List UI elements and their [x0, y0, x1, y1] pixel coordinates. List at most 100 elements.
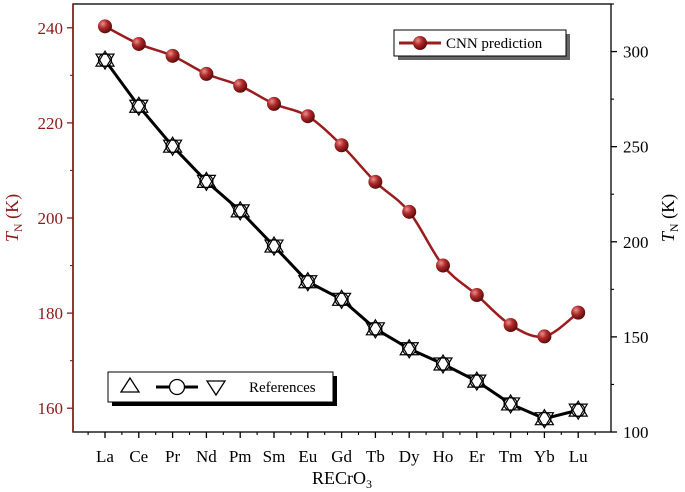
right-tick-label: 200	[623, 233, 649, 252]
references-triangle-down-marker	[128, 99, 149, 117]
references-triangle-up-marker	[196, 171, 217, 188]
x-tick-label: Gd	[331, 447, 352, 466]
references-circle-marker	[571, 403, 586, 418]
right-axis-ticks: 100 150 200 250 300	[611, 3, 649, 442]
references-circle-marker	[334, 292, 349, 307]
cnn-prediction-marker	[469, 288, 484, 303]
cnn-prediction-marker	[571, 305, 586, 320]
x-tick-label: Dy	[399, 447, 420, 466]
legend-references: References	[107, 371, 337, 406]
left-axis-title-subscript: N	[11, 223, 25, 232]
x-tick-label: Ho	[433, 447, 454, 466]
references-triangle-up-marker	[399, 338, 420, 356]
cnn-prediction-marker	[98, 19, 112, 34]
legend-cnn: CNN prediction	[393, 29, 570, 60]
cnn-prediction-marker	[300, 109, 315, 124]
cnn-prediction-marker	[537, 329, 552, 344]
references-triangle-up-marker	[297, 271, 318, 289]
references-triangle-up-marker	[466, 370, 487, 388]
x-tick-label: Ce	[129, 447, 148, 466]
references-triangle-down-marker	[297, 275, 318, 292]
references-triangle-down-marker	[196, 174, 217, 192]
right-tick-label: 250	[623, 138, 649, 157]
x-axis-title-subscript: 3	[366, 477, 372, 491]
references-triangle-down-marker	[263, 239, 285, 257]
left-tick-label: 180	[38, 304, 64, 323]
x-tick-label: Tm	[499, 447, 523, 466]
references-circle-marker	[165, 139, 180, 154]
references-triangle-up-marker	[94, 49, 116, 67]
references-circle-marker	[266, 238, 282, 254]
references-circle-marker	[300, 274, 315, 289]
cnn-prediction-marker	[503, 318, 518, 332]
cnn-prediction-marker	[233, 78, 248, 93]
references-circle-marker	[368, 321, 383, 336]
references-triangle-up-marker	[500, 393, 521, 411]
references-triangle-down-marker	[534, 412, 555, 429]
references-triangle-down-marker	[331, 292, 352, 310]
left-axis-ticks: 160 180 200 220 240	[38, 19, 73, 418]
references-circle-marker	[199, 174, 214, 189]
references-triangle-down-marker	[230, 204, 251, 222]
right-axis-title-symbol: T	[658, 230, 678, 242]
references-triangle-down-marker	[432, 357, 454, 375]
cnn-prediction-marker	[199, 66, 214, 81]
references-circle-marker	[469, 374, 484, 389]
left-axis-title-symbol: T	[2, 230, 22, 242]
references-triangle-down-marker	[365, 322, 386, 339]
left-tick-label: 220	[38, 114, 64, 133]
cnn-prediction-series	[98, 19, 586, 344]
references-circle-marker	[537, 411, 552, 426]
x-tick-label: Sm	[263, 447, 286, 466]
plot-frame	[72, 3, 612, 433]
references-triangle-down-marker	[399, 342, 420, 359]
references-triangle-up-marker	[331, 289, 352, 306]
legend-triangle-down-marker	[205, 380, 227, 397]
references-line	[103, 59, 579, 421]
left-tick-label: 200	[38, 209, 64, 228]
references-triangle-up-marker	[432, 353, 454, 371]
references-circle-marker	[233, 203, 248, 218]
x-tick-label: La	[96, 447, 114, 466]
references-triangle-down-marker	[162, 139, 183, 157]
references-triangle-up-marker	[128, 96, 149, 113]
left-axis-title-unit: (K)	[2, 194, 23, 224]
legend-triangle-up-marker	[119, 376, 141, 393]
left-axis-title: TN (K)	[2, 194, 25, 242]
references-circle-marker	[402, 341, 417, 356]
references-triangle-up-marker	[365, 318, 386, 336]
references-triangle-up-marker	[568, 399, 589, 417]
references-triangle-up-marker	[162, 136, 183, 153]
legend-circle-marker	[168, 378, 186, 396]
references-triangle-down-marker	[466, 374, 487, 392]
x-tick-label: Pm	[229, 447, 252, 466]
right-axis-title: TN (K)	[658, 194, 681, 242]
references-triangle-up-marker	[230, 200, 251, 218]
left-tick-label: 160	[38, 399, 64, 418]
cnn-prediction-marker	[267, 96, 281, 111]
right-tick-label: 100	[623, 423, 649, 442]
right-axis-title-unit: (K)	[658, 194, 679, 224]
x-axis-title-base: RECrO	[312, 468, 366, 488]
right-tick-label: 150	[623, 328, 649, 347]
references-circle-marker	[97, 53, 113, 68]
x-tick-label: Tb	[366, 447, 385, 466]
x-axis-title: RECrO3	[312, 468, 372, 491]
x-tick-label: Nd	[196, 447, 217, 466]
right-axis-title-subscript: N	[667, 223, 681, 232]
cnn-prediction-marker	[131, 36, 146, 51]
cnn-prediction-marker	[368, 174, 383, 189]
left-tick-label: 240	[38, 19, 64, 38]
references-triangle-down-marker	[500, 397, 521, 415]
x-tick-label: Eu	[298, 447, 317, 466]
legend-cnn-marker	[413, 36, 427, 50]
references-circle-marker	[503, 396, 518, 412]
legend-references-label: References	[249, 380, 316, 396]
references-circle-marker	[131, 99, 146, 114]
references-triangle-up-marker	[263, 235, 285, 253]
x-tick-label: Lu	[569, 447, 588, 466]
references-circle-marker	[435, 356, 451, 372]
right-tick-label: 300	[623, 43, 649, 62]
x-tick-label: Yb	[534, 447, 555, 466]
